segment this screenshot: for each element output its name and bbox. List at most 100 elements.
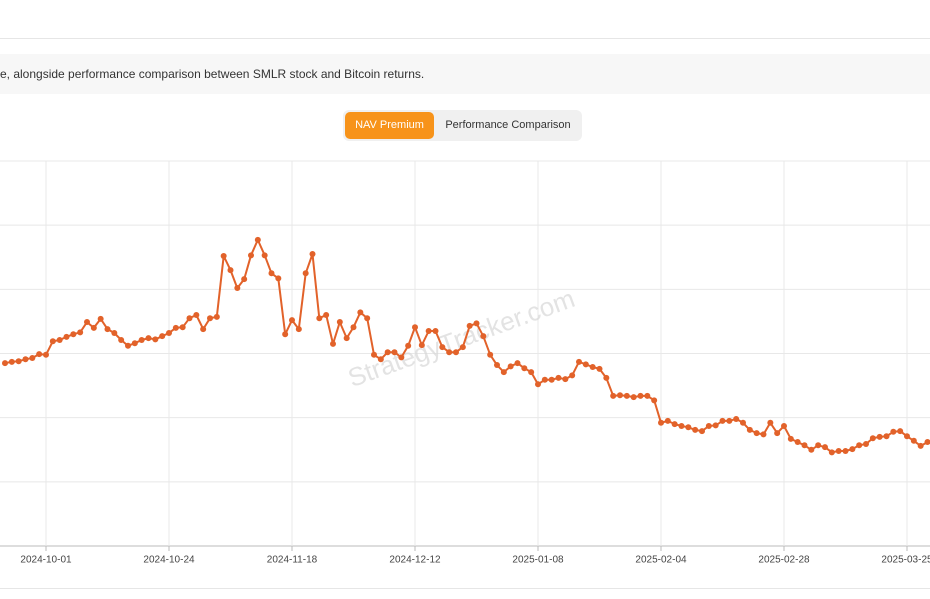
point xyxy=(541,376,548,383)
point xyxy=(699,428,705,435)
point xyxy=(186,315,193,322)
point xyxy=(70,331,77,338)
point xyxy=(569,372,576,379)
point xyxy=(254,236,261,243)
point xyxy=(179,324,186,331)
point xyxy=(453,349,459,356)
point xyxy=(582,361,589,368)
point xyxy=(610,392,617,399)
point xyxy=(371,351,377,358)
point xyxy=(822,444,828,451)
point xyxy=(357,309,364,316)
point xyxy=(753,430,760,437)
tab-performance[interactable]: Performance Comparison xyxy=(445,119,571,131)
point xyxy=(159,333,166,340)
point xyxy=(97,315,104,322)
point xyxy=(548,376,555,383)
point xyxy=(84,319,90,326)
point xyxy=(473,320,480,327)
point xyxy=(364,315,371,322)
point xyxy=(56,337,63,344)
x-tick-label: 2024-11-18 xyxy=(267,555,318,566)
x-tick-label: 2024-10-01 xyxy=(20,555,72,566)
point xyxy=(49,338,56,345)
point xyxy=(15,358,22,365)
point xyxy=(644,392,651,399)
point xyxy=(90,324,97,331)
point xyxy=(603,374,610,381)
point xyxy=(125,342,131,349)
point xyxy=(746,426,753,433)
watermark: StrategyTracker.com xyxy=(344,283,579,393)
point xyxy=(29,354,36,361)
point xyxy=(521,365,528,372)
point xyxy=(828,449,835,456)
point xyxy=(835,448,842,455)
point xyxy=(733,415,740,422)
point xyxy=(336,319,343,326)
x-tick-label: 2024-12-12 xyxy=(389,555,441,566)
point xyxy=(36,351,43,358)
point xyxy=(295,326,302,333)
point xyxy=(316,315,323,322)
point xyxy=(869,435,876,442)
x-tick-label: 2025-02-04 xyxy=(635,555,687,566)
point xyxy=(589,363,596,370)
point xyxy=(863,440,869,447)
tab-nav-premium[interactable]: NAV Premium xyxy=(345,112,434,139)
point xyxy=(241,276,248,283)
point xyxy=(842,448,849,455)
point xyxy=(207,315,213,322)
point xyxy=(302,270,309,277)
point xyxy=(384,349,391,356)
point xyxy=(439,344,446,351)
point xyxy=(220,252,227,259)
point xyxy=(658,419,664,426)
point xyxy=(77,329,84,336)
point xyxy=(248,252,254,259)
point xyxy=(343,335,350,342)
point xyxy=(876,433,883,440)
point xyxy=(576,358,582,365)
point xyxy=(2,360,8,367)
point xyxy=(289,317,295,324)
point xyxy=(323,312,330,318)
point xyxy=(412,324,418,331)
point xyxy=(459,344,466,351)
point xyxy=(104,326,111,333)
point xyxy=(678,423,685,430)
point xyxy=(712,422,719,429)
point xyxy=(514,360,521,367)
tab-group: NAV Premium Performance Comparison xyxy=(343,110,582,141)
point xyxy=(172,324,179,331)
point xyxy=(630,394,637,401)
point xyxy=(466,322,473,329)
point xyxy=(890,428,897,435)
point xyxy=(767,419,774,426)
point xyxy=(623,392,630,399)
point xyxy=(391,349,398,356)
point xyxy=(227,267,234,274)
point xyxy=(480,333,487,340)
point xyxy=(405,342,412,349)
point xyxy=(193,312,200,318)
point xyxy=(904,433,910,440)
point xyxy=(275,275,282,282)
point xyxy=(535,381,541,388)
point xyxy=(883,433,890,440)
point xyxy=(555,374,562,381)
point xyxy=(910,437,917,444)
point xyxy=(432,328,439,335)
point xyxy=(924,439,930,446)
x-tick-label: 2025-02-28 xyxy=(758,555,810,566)
x-tick-label: 2025-03-25 xyxy=(881,555,930,566)
point xyxy=(815,442,822,449)
point xyxy=(897,428,904,435)
top-bar xyxy=(0,0,930,39)
point xyxy=(596,365,603,372)
point xyxy=(166,329,172,336)
point xyxy=(849,446,856,453)
description: e, alongside performance comparison betw… xyxy=(0,54,930,94)
point xyxy=(8,358,15,365)
